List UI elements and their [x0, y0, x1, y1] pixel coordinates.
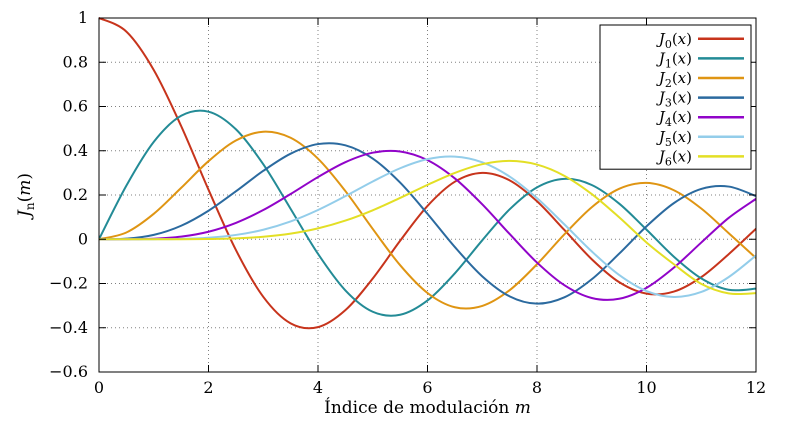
legend-entry-J4(x): J4(x) [656, 108, 744, 129]
curve-J5(x) [99, 155, 756, 299]
legend: J0(x)J1(x)J2(x)J3(x)J4(x)J5(x)J6(x) [599, 24, 752, 170]
y-axis-tick-label: −0.2 [49, 274, 88, 293]
x-axis-tick-label: 12 [746, 378, 766, 397]
x-axis-tick-label: 4 [313, 378, 323, 397]
legend-entry-J3(x): J3(x) [656, 89, 744, 110]
y-axis-tick-label: −0.4 [49, 318, 88, 337]
legend-label: J0(x) [656, 30, 692, 51]
y-axis-tick-label: 0.6 [63, 97, 88, 116]
x-axis-tick-label: 0 [94, 378, 104, 397]
y-axis-tick-label: 0.8 [63, 52, 88, 71]
x-axis-tick-label: 8 [532, 378, 542, 397]
y-axis-tick-label: 1 [78, 8, 88, 27]
legend-entry-J0(x): J0(x) [656, 30, 744, 51]
curves [99, 17, 756, 330]
curve-J3(x) [99, 142, 756, 305]
y-axis-tick-label: 0 [78, 229, 88, 248]
y-axis-tick-label: 0.2 [63, 185, 88, 204]
axes: 0 2 4 6 8 10 12 −0.6 −0.4 −0.2 0 0.2 0.4 0.6 0.8 1 [49, 8, 766, 397]
x-axis-tick-label: 10 [636, 378, 656, 397]
y-axis-tick-label: 0.4 [63, 141, 88, 160]
legend-entry-J1(x): J1(x) [656, 49, 744, 70]
legend-label: J1(x) [656, 49, 692, 70]
legend-entry-J2(x): J2(x) [656, 69, 744, 90]
curve-J1(x) [99, 109, 756, 317]
x-axis-title: Índice de modulación m [324, 397, 531, 418]
legend-entry-J6(x): J6(x) [656, 147, 744, 168]
legend-label: J2(x) [656, 69, 692, 90]
y-axis-title: Jn(m) [15, 173, 37, 220]
legend-label: J3(x) [656, 89, 692, 110]
x-axis-tick-label: 2 [203, 378, 213, 397]
legend-label: J6(x) [656, 147, 692, 168]
grid [99, 18, 756, 372]
x-axis-tick-label: 6 [422, 378, 432, 397]
curve-J6(x) [99, 159, 756, 295]
legend-entry-J5(x): J5(x) [656, 128, 744, 149]
y-axis-tick-label: −0.6 [49, 362, 88, 381]
curve-J4(x) [99, 149, 756, 301]
curve-J0(x) [99, 17, 756, 330]
legend-label: J5(x) [656, 128, 692, 149]
legend-label: J4(x) [656, 108, 692, 129]
curve-J2(x) [99, 130, 756, 310]
